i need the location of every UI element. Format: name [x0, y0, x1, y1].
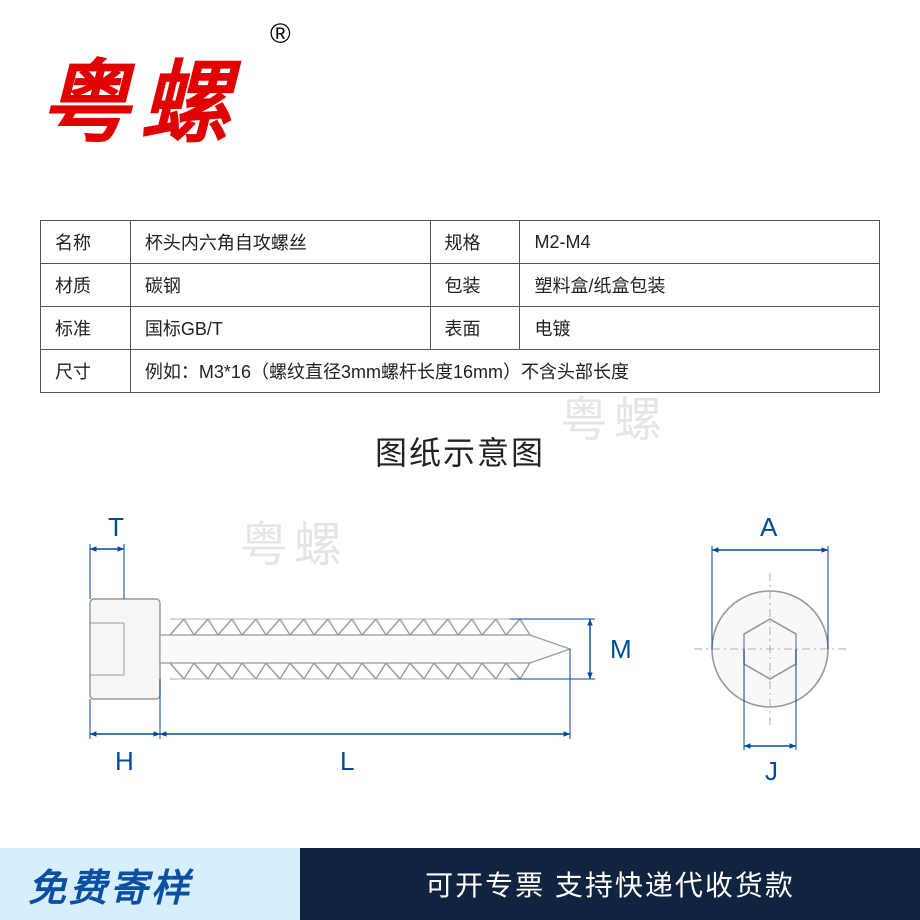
table-value: 例如：M3*16（螺纹直径3mm螺杆长度16mm）不含头部长度 — [130, 350, 879, 393]
table-value: 杯头内六角自攻螺丝 — [130, 221, 430, 264]
table-label: 规格 — [430, 221, 520, 264]
footer-right-panel: 可开专票 支持快递代收货款 — [300, 848, 920, 920]
dim-label-m: M — [610, 634, 632, 665]
footer-right-text: 可开专票 支持快递代收货款 — [425, 864, 795, 904]
table-label: 名称 — [41, 221, 131, 264]
dim-label-t: T — [108, 512, 124, 543]
spec-table: 名称杯头内六角自攻螺丝规格M2-M4 材质碳钢包装塑料盒/纸盒包装标准国标GB/T… — [40, 220, 880, 393]
table-label: 表面 — [430, 307, 520, 350]
footer-left-text: 免费寄样 — [28, 857, 192, 912]
brand-logo-text: 粤螺 — [40, 30, 240, 160]
footer-bar: 免费寄样 可开专票 支持快递代收货款 — [0, 848, 920, 920]
table-value: 碳钢 — [130, 264, 430, 307]
table-value: M2-M4 — [520, 221, 880, 264]
dim-label-j: J — [765, 756, 778, 787]
table-value: 电镀 — [520, 307, 880, 350]
table-value: 塑料盒/纸盒包装 — [520, 264, 880, 307]
table-label: 标准 — [41, 307, 131, 350]
diagram-title: 图纸示意图 — [0, 428, 920, 474]
logo-area: 粤螺 ® — [0, 0, 920, 180]
table-label: 包装 — [430, 264, 520, 307]
footer-left-panel: 免费寄样 — [0, 848, 300, 920]
table-value: 国标GB/T — [130, 307, 430, 350]
technical-diagram: T H L M A J — [0, 484, 920, 804]
trademark-symbol: ® — [270, 18, 291, 50]
dim-label-a: A — [760, 512, 777, 543]
table-label: 尺寸 — [41, 350, 131, 393]
dim-label-l: L — [340, 746, 354, 777]
screw-end-view — [670, 514, 870, 774]
screw-side-view — [50, 514, 610, 774]
table-label: 材质 — [41, 264, 131, 307]
dim-label-h: H — [115, 746, 134, 777]
